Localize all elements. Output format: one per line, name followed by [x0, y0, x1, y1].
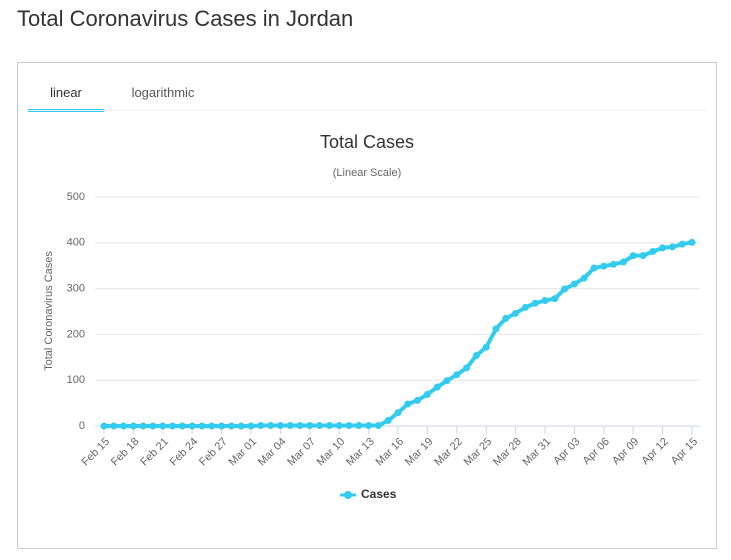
data-point [218, 422, 226, 430]
data-point [159, 422, 167, 430]
data-point [423, 390, 431, 398]
x-tick-label: Mar 07 [285, 436, 318, 469]
x-tick-label: Mar 19 [403, 436, 436, 469]
x-tick-label: Mar 28 [491, 436, 524, 469]
x-tick-label: Apr 06 [581, 436, 612, 467]
data-point [296, 422, 304, 430]
chart-panel: linear logarithmic [17, 62, 717, 549]
x-tick-label: Mar 31 [520, 436, 553, 469]
data-point [590, 264, 598, 272]
data-point [619, 258, 627, 266]
legend-label: Cases [361, 487, 397, 501]
y-tick-label: 300 [67, 283, 85, 295]
x-tick-label: Feb 24 [168, 436, 201, 469]
data-point [541, 297, 549, 305]
data-point [404, 400, 412, 408]
data-point [639, 252, 647, 260]
data-point [139, 422, 147, 430]
x-tick-label: Apr 12 [639, 436, 670, 467]
data-point [453, 371, 461, 379]
data-point [110, 422, 118, 430]
data-point [237, 422, 245, 430]
data-point [521, 303, 529, 311]
x-tick-label: Mar 13 [344, 436, 377, 469]
x-tick-label: Apr 03 [551, 436, 582, 467]
data-point [531, 299, 539, 307]
data-point [659, 244, 667, 252]
data-point [561, 285, 569, 293]
data-point [629, 252, 637, 260]
data-point [374, 422, 382, 430]
x-tick-label: Mar 22 [432, 436, 465, 469]
x-tick-label: Mar 04 [256, 436, 289, 469]
data-point [120, 422, 128, 430]
data-point [600, 262, 608, 270]
data-point [472, 351, 480, 359]
data-point [365, 422, 373, 430]
data-point [384, 417, 392, 425]
y-axis-label: Total Coronavirus Cases [43, 251, 55, 371]
x-tick-label: Mar 01 [226, 436, 259, 469]
x-tick-label: Mar 10 [315, 436, 348, 469]
page-title: Total Coronavirus Cases in Jordan [17, 6, 354, 31]
y-tick-label: 400 [67, 237, 85, 249]
chart-subtitle: (Linear Scale) [333, 167, 401, 179]
y-tick-label: 0 [79, 420, 85, 432]
data-point [668, 243, 676, 251]
y-tick-label: 500 [67, 191, 85, 203]
x-tick-label: Mar 25 [462, 436, 495, 469]
tab[interactable]: logarithmic [131, 85, 195, 100]
y-tick-label: 200 [67, 328, 85, 340]
data-point [570, 280, 578, 288]
x-tick-label: Feb 18 [109, 436, 142, 469]
x-tick-label: Apr 09 [610, 436, 641, 467]
data-point [129, 422, 137, 430]
data-point [492, 325, 500, 333]
x-tick-label: Apr 15 [669, 436, 700, 467]
data-point [316, 422, 324, 430]
data-point [188, 422, 196, 430]
data-point [149, 422, 157, 430]
tab-divider [28, 110, 706, 111]
data-point [355, 422, 363, 430]
data-point [610, 260, 618, 268]
x-tick-label: Mar 16 [373, 436, 406, 469]
data-point [345, 422, 353, 430]
y-tick-label: 100 [67, 374, 85, 386]
chart-title: Total Cases [320, 132, 414, 152]
data-point [688, 238, 696, 246]
data-point [394, 409, 402, 417]
data-point [649, 248, 657, 256]
data-point [178, 422, 186, 430]
data-point [286, 422, 294, 430]
x-tick-label: Feb 21 [138, 436, 171, 469]
data-point [208, 422, 216, 430]
data-point [512, 309, 520, 317]
data-point [306, 422, 314, 430]
data-point [257, 422, 265, 430]
data-point [100, 422, 108, 430]
x-tick-label: Feb 27 [197, 436, 230, 469]
data-point [198, 422, 206, 430]
data-point [502, 314, 510, 322]
data-point [443, 377, 451, 385]
data-point [414, 396, 422, 404]
data-point [580, 274, 588, 282]
data-point [335, 422, 343, 430]
data-point [482, 343, 490, 351]
legend-marker [344, 491, 352, 499]
data-point [325, 422, 333, 430]
data-point [551, 295, 559, 303]
data-point [247, 422, 255, 430]
data-point [463, 364, 471, 372]
x-tick-label: Feb 15 [79, 436, 112, 469]
data-point [678, 240, 686, 248]
data-point [169, 422, 177, 430]
data-point [227, 422, 235, 430]
data-point [267, 422, 275, 430]
data-point [433, 383, 441, 391]
data-point [276, 422, 284, 430]
